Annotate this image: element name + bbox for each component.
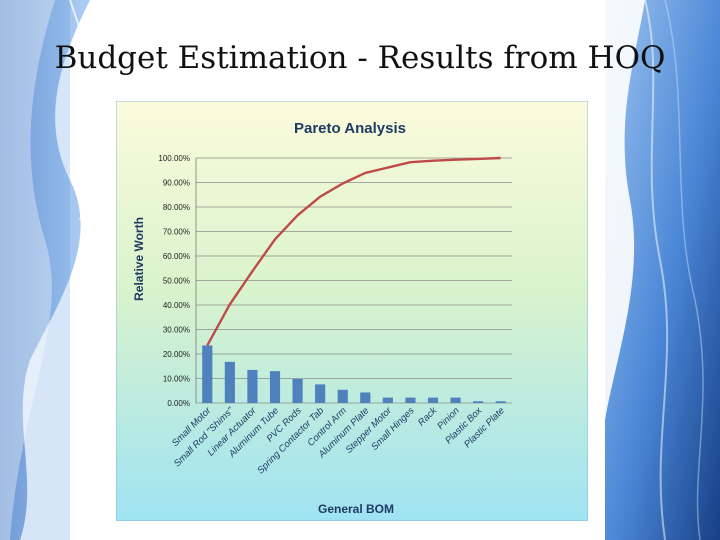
- bar: [360, 392, 371, 403]
- slide-title: Budget Estimation - Results from HOQ: [54, 40, 666, 76]
- bar: [337, 389, 348, 403]
- cumulative-series-line: [206, 156, 501, 347]
- y-tick-label: 90.00%: [163, 179, 190, 188]
- y-tick-label: 100.00%: [158, 154, 190, 163]
- bar: [292, 378, 303, 403]
- cumulative-line: [206, 156, 501, 347]
- y-tick-label: 30.00%: [163, 326, 190, 335]
- decorative-right-band: [605, 0, 720, 540]
- y-tick-label: 70.00%: [163, 228, 190, 237]
- bar: [315, 384, 326, 403]
- bar: [382, 397, 393, 403]
- y-tick-label: 0.00%: [167, 399, 190, 408]
- bar: [405, 397, 416, 403]
- y-tick-label: 60.00%: [163, 252, 190, 261]
- bar: [269, 371, 281, 403]
- bar: [427, 397, 439, 403]
- bars: [202, 345, 506, 403]
- decorative-left-band: [0, 0, 98, 540]
- y-tick-label: 20.00%: [163, 350, 190, 359]
- y-axis-label: Relative Worth: [132, 217, 146, 301]
- pareto-chart: Pareto Analysis Relative Worth General B…: [116, 101, 588, 521]
- bar: [202, 345, 213, 403]
- bar: [247, 369, 258, 403]
- chart-area: [116, 101, 588, 521]
- y-tick-label: 50.00%: [163, 277, 190, 286]
- chart-title: Pareto Analysis: [294, 120, 406, 137]
- x-axis-label: General BOM: [318, 502, 394, 516]
- y-tick-label: 40.00%: [163, 301, 190, 310]
- bar: [473, 401, 484, 403]
- y-tick-label: 80.00%: [163, 203, 190, 212]
- y-tick-labels: 0.00% 10.00% 20.00% 30.00% 40.00% 50.00% 60.00…: [158, 154, 190, 408]
- bar: [224, 361, 235, 403]
- y-tick-label: 10.00%: [163, 375, 190, 384]
- chart-canvas: Pareto Analysis Relative Worth General B…: [116, 101, 588, 521]
- bar: [450, 397, 461, 403]
- bar: [495, 401, 506, 403]
